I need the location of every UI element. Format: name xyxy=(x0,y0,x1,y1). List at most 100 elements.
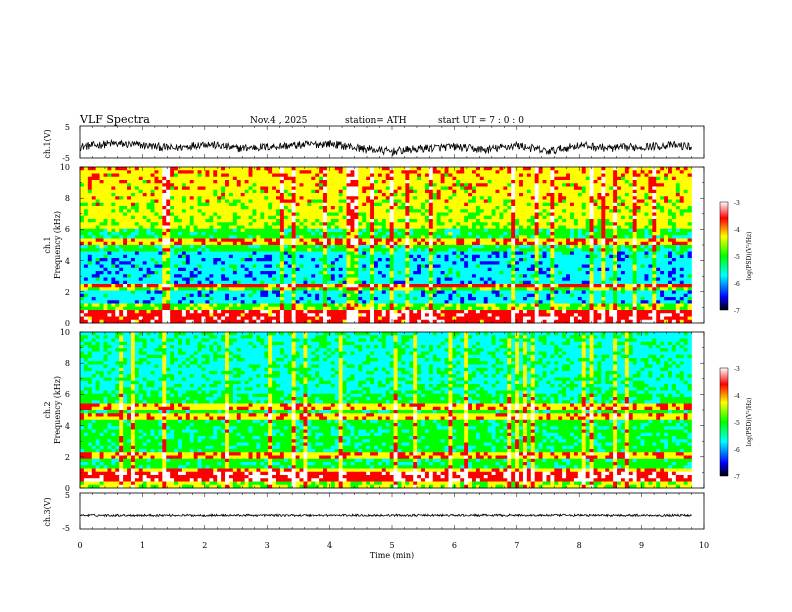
spectrogram-cell xyxy=(397,199,402,204)
spectrogram-cell xyxy=(189,267,194,272)
spectrogram-cell xyxy=(287,297,292,301)
spectrogram-cell xyxy=(236,293,242,298)
spectrogram-cell xyxy=(338,303,343,308)
spectrogram-cell xyxy=(185,209,191,213)
spectrogram-cell xyxy=(225,176,230,181)
spectrogram-cell xyxy=(170,219,175,223)
spectrogram-cell xyxy=(252,222,257,226)
spectrogram-cell xyxy=(370,232,375,236)
spectrogram-cell xyxy=(444,235,449,239)
spectrogram-cell xyxy=(475,186,481,191)
spectrogram-cell xyxy=(475,235,481,239)
spectrogram-cell xyxy=(326,196,332,200)
spectrogram-cell xyxy=(244,254,249,259)
spectrogram-cell xyxy=(323,241,328,246)
spectrogram-cell xyxy=(181,238,187,243)
spectrogram-cell xyxy=(119,254,124,259)
spectrogram-cell xyxy=(374,215,379,220)
spectrogram-cell xyxy=(436,189,441,194)
spectrogram-cell xyxy=(209,238,214,243)
spectrogram-cell xyxy=(272,199,277,204)
spectrogram-cell xyxy=(225,225,230,230)
spectrogram-cell xyxy=(475,189,481,194)
spectrogram-cell xyxy=(236,245,242,249)
spectrogram-cell xyxy=(225,274,230,278)
spectrogram-cell xyxy=(162,313,167,317)
spectrogram-cell xyxy=(291,261,296,265)
spectrogram-cell xyxy=(252,300,257,304)
spectrogram-cell xyxy=(483,261,488,265)
spectrogram-cell xyxy=(342,232,347,236)
spectrogram-cell xyxy=(413,209,418,213)
spectrogram-cell xyxy=(138,280,144,285)
spectrogram-cell xyxy=(444,251,449,256)
spectrogram-cell xyxy=(409,271,414,275)
spectrogram-cell xyxy=(232,254,238,259)
spectrogram-cell xyxy=(83,300,89,304)
spectrogram-cell xyxy=(240,176,245,181)
spectrogram-cell xyxy=(330,267,336,272)
spectrogram-cell xyxy=(142,319,147,324)
spectrogram-cell xyxy=(326,173,332,178)
spectrogram-cell xyxy=(330,274,336,278)
spectrogram-cell xyxy=(264,264,269,269)
spectrogram-cell xyxy=(358,261,363,265)
spectrogram-cell xyxy=(272,264,277,269)
spectrogram-cell xyxy=(472,180,477,184)
spectrogram-cell xyxy=(413,293,418,298)
spectrogram-cell xyxy=(460,313,465,317)
spectrogram-cell xyxy=(444,287,449,291)
spectrogram-cell xyxy=(103,267,108,272)
spectrogram-cell xyxy=(150,300,155,304)
spectrogram-cell xyxy=(374,267,379,272)
spectrogram-cell xyxy=(103,293,108,298)
spectrogram-cell xyxy=(295,219,300,223)
spectrogram-cell xyxy=(213,297,218,301)
spectrogram-cell xyxy=(150,186,155,191)
spectrogram-cell xyxy=(342,303,347,308)
spectrogram-cell xyxy=(401,274,406,278)
spectrogram-cell xyxy=(464,306,469,311)
spectrogram-cell xyxy=(138,254,144,259)
spectrogram-cell xyxy=(330,306,336,311)
spectrogram-cell xyxy=(354,193,359,197)
spectrogram-cell xyxy=(315,176,320,181)
spectrogram-cell xyxy=(358,248,363,252)
spectrogram-cell xyxy=(436,316,441,321)
spectrogram-cell xyxy=(311,306,316,311)
spectrogram-cell xyxy=(456,176,461,181)
spectrogram-cell xyxy=(174,293,179,298)
spectrogram-cell xyxy=(319,225,324,230)
spectrogram-cell xyxy=(154,310,159,314)
spectrogram-cell xyxy=(178,248,183,252)
spectrogram-cell xyxy=(472,303,477,308)
spectrogram-cell xyxy=(279,284,285,288)
spectrogram-cell xyxy=(158,300,163,304)
spectrogram-cell xyxy=(150,267,155,272)
spectrogram-cell xyxy=(421,316,426,321)
spectrogram-cell xyxy=(276,235,281,239)
spectrogram-cell xyxy=(295,258,300,262)
spectrogram-cell xyxy=(377,189,383,194)
spectrogram-cell xyxy=(385,293,390,298)
spectrogram-cell xyxy=(393,290,398,295)
spectrogram-cell xyxy=(374,176,379,181)
spectrogram-cell xyxy=(174,225,179,230)
spectrogram-cell xyxy=(138,176,144,181)
spectrogram-cell xyxy=(460,183,465,187)
spectrogram-cell xyxy=(174,170,179,174)
spectrogram-cell xyxy=(268,316,273,321)
spectrogram-cell xyxy=(381,193,387,197)
spectrogram-cell xyxy=(385,264,390,269)
spectrogram-cell xyxy=(342,280,347,285)
spectrogram-cell xyxy=(158,228,163,233)
spectrogram-cell xyxy=(428,176,434,181)
spectrogram-cell xyxy=(268,251,273,256)
spectrogram-cell xyxy=(330,228,336,233)
spectrogram-cell xyxy=(319,287,324,291)
spectrogram-cell xyxy=(346,274,351,278)
spectrogram-cell xyxy=(91,215,96,220)
spectrogram-cell xyxy=(162,183,167,187)
spectrogram-cell xyxy=(334,167,340,171)
spectrogram-cell xyxy=(334,199,340,204)
